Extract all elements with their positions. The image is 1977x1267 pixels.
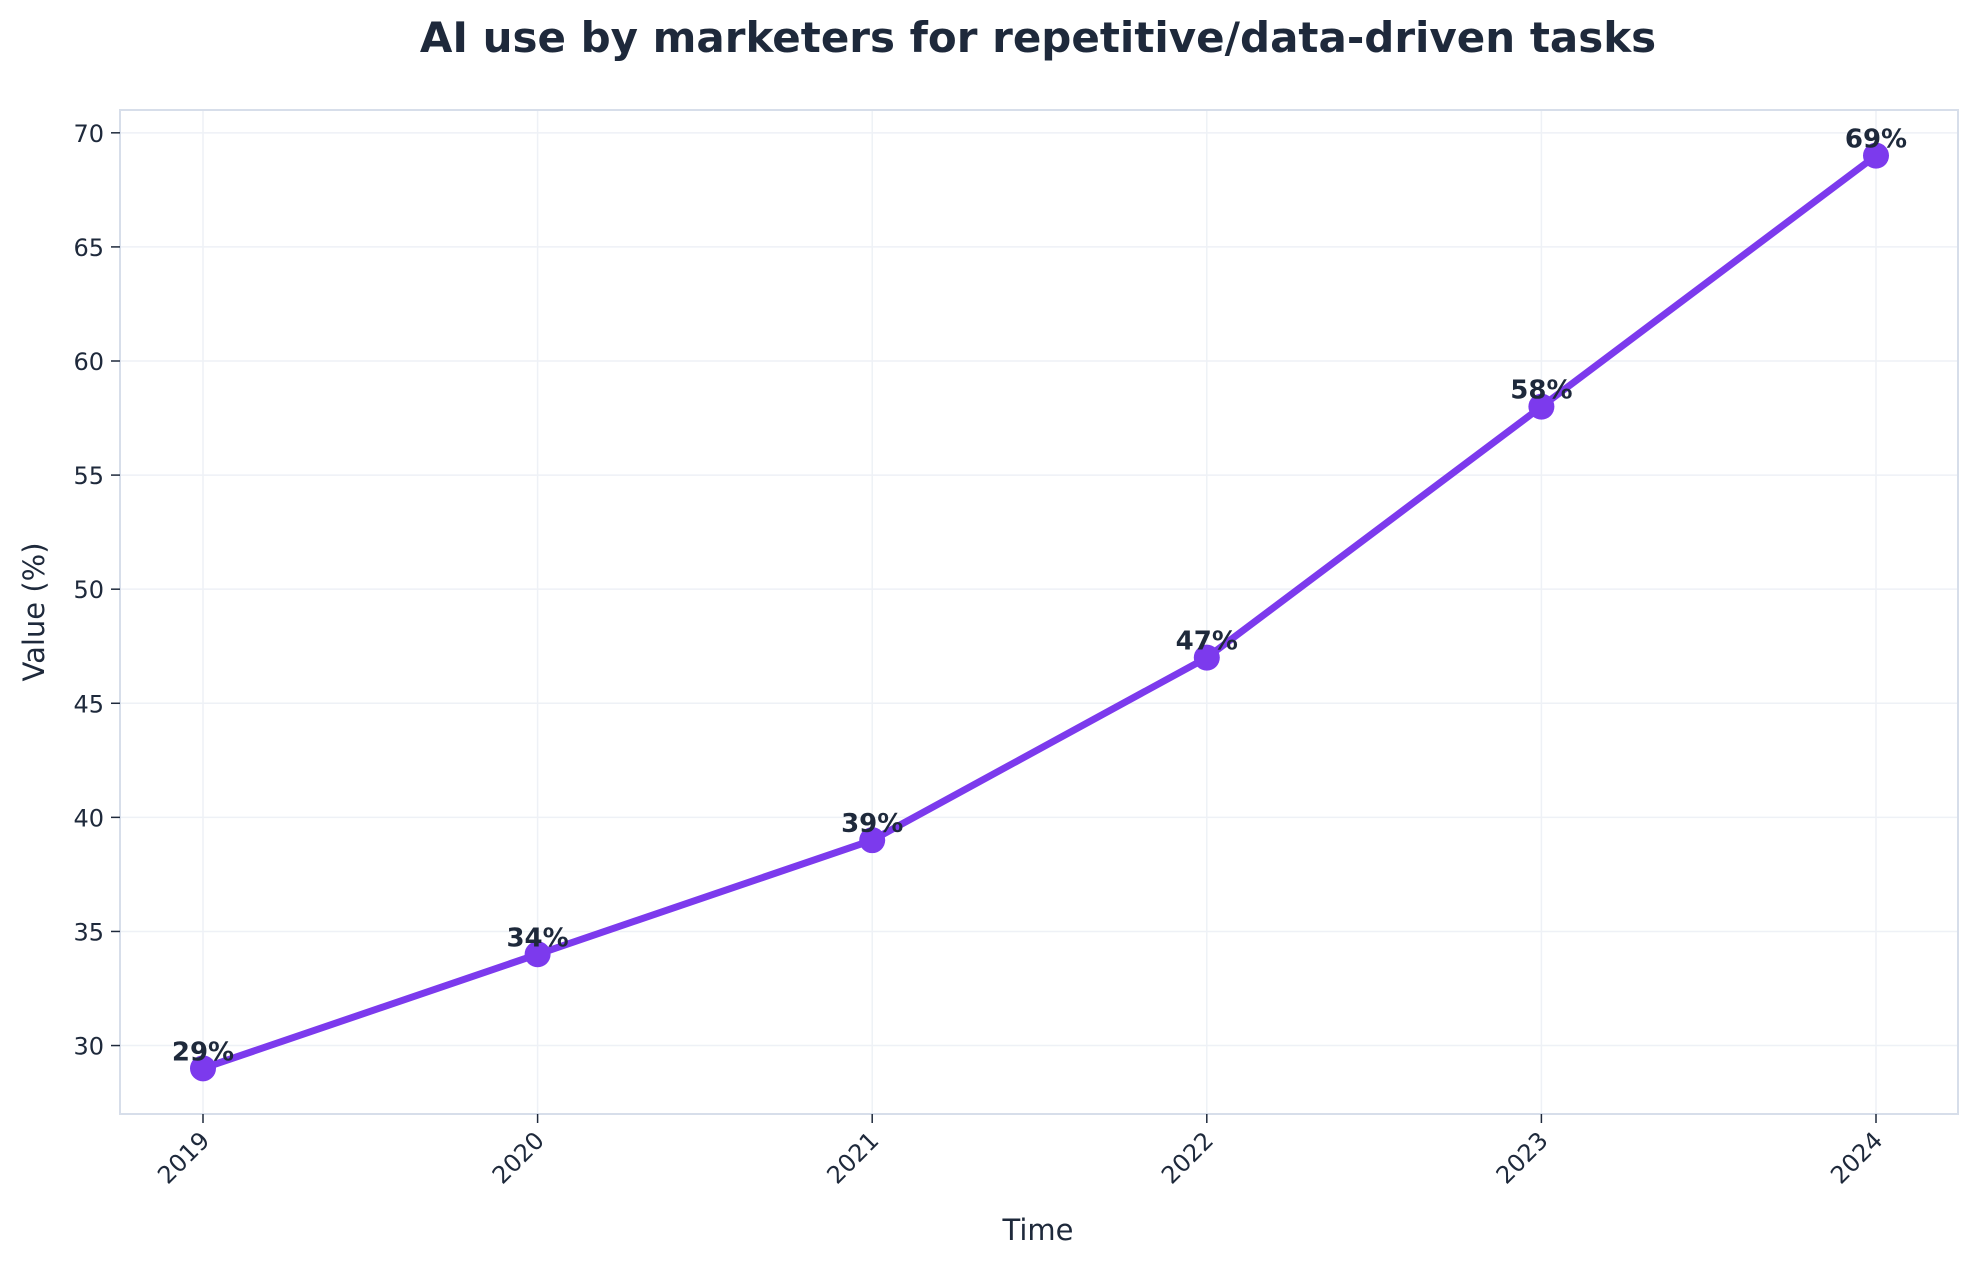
y-tick-label: 30 (73, 1033, 104, 1061)
series-layer (190, 142, 1889, 1082)
y-tick-label: 65 (73, 234, 104, 262)
x-axis: 2019 2020 2021 2022 2023 2024 (152, 1114, 1888, 1189)
data-point (1528, 393, 1555, 420)
plot-frame (119, 109, 1959, 1115)
series-line (199, 152, 1880, 1072)
x-axis-title: Time (1002, 1213, 1074, 1247)
y-axis: 30 35 40 45 50 55 60 65 70 (73, 120, 120, 1061)
x-tick-label: 2023 (1491, 1126, 1554, 1189)
data-label: 39% (841, 809, 903, 839)
y-tick-label: 50 (73, 576, 104, 604)
data-label: 34% (506, 923, 568, 953)
data-label-layer: 29% 34% 39% 47% 58% 69% (172, 125, 1907, 1068)
y-tick-label: 45 (73, 690, 104, 718)
chart-title: AI use by marketers for repetitive/data-… (420, 13, 1656, 62)
x-tick-label: 2021 (821, 1126, 884, 1189)
data-point (524, 941, 551, 968)
grid-layer (120, 110, 1958, 1114)
data-label: 29% (172, 1037, 234, 1067)
y-axis-title: Value (%) (17, 542, 51, 681)
data-label: 47% (1176, 627, 1238, 657)
data-point (1193, 644, 1220, 671)
data-point (859, 827, 886, 854)
data-label: 69% (1845, 125, 1907, 155)
x-tick-label: 2019 (152, 1126, 215, 1189)
y-tick-label: 40 (73, 804, 104, 832)
y-tick-label: 70 (73, 120, 104, 148)
x-tick-label: 2020 (487, 1126, 550, 1189)
y-tick-label: 60 (73, 348, 104, 376)
x-tick-label: 2022 (1156, 1126, 1219, 1189)
data-point (1863, 142, 1889, 169)
data-label: 58% (1510, 376, 1572, 406)
x-tick-label: 2024 (1825, 1126, 1888, 1189)
data-point (190, 1055, 216, 1082)
y-tick-label: 55 (73, 462, 104, 490)
y-tick-label: 35 (73, 918, 104, 946)
